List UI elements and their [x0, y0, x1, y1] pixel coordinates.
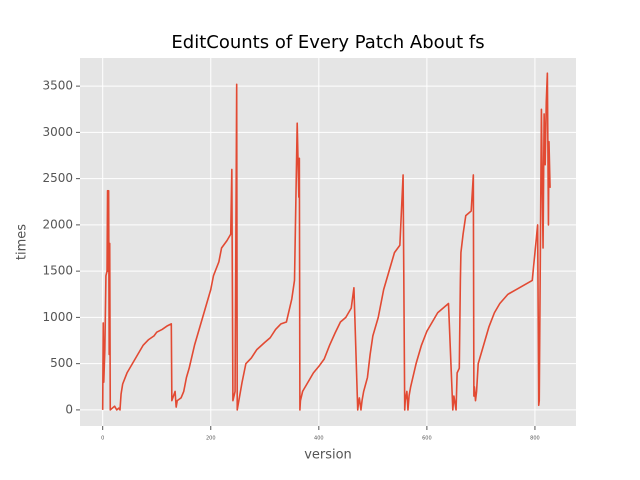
x-tick-label: 0 [101, 436, 104, 442]
x-tick-label: 400 [314, 436, 324, 442]
y-tick-label: 1500 [42, 264, 73, 278]
x-tick-label: 600 [422, 436, 432, 442]
y-tick-label: 3000 [42, 125, 73, 139]
y-axis-label: times [15, 224, 30, 260]
chart-title: EditCounts of Every Patch About fs [171, 32, 484, 53]
y-tick-label: 0 [65, 402, 73, 416]
x-tick-label: 800 [530, 436, 540, 442]
y-tick-label: 500 [50, 356, 73, 370]
x-tick-label: 200 [206, 436, 216, 442]
y-tick-label: 1000 [42, 310, 73, 324]
y-tick-label: 2500 [42, 171, 73, 185]
plot-area [80, 58, 576, 426]
x-axis-label: version [304, 448, 352, 463]
y-tick-label: 2000 [42, 217, 73, 231]
y-tick-label: 3500 [42, 79, 73, 93]
data-line [101, 72, 551, 411]
